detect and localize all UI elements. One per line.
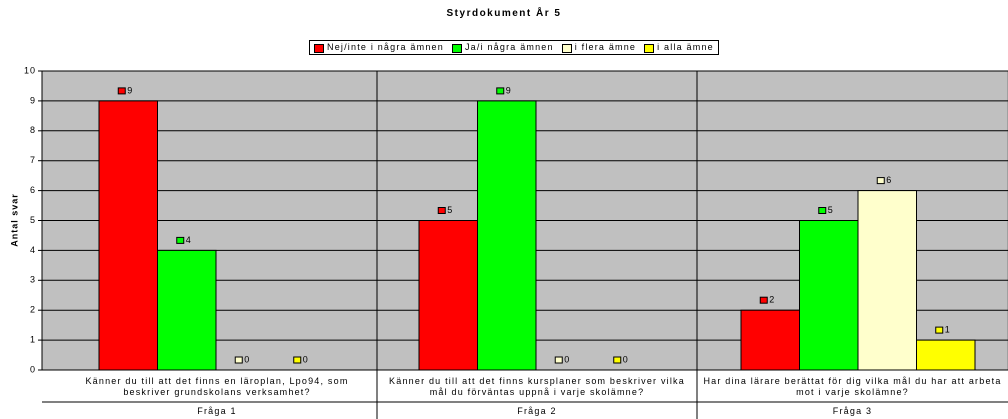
y-tick-label: 5 [30, 215, 36, 225]
value-label-key [818, 207, 827, 214]
value-label: 0 [303, 354, 309, 364]
value-label-key [496, 87, 505, 95]
value-label-key [876, 177, 885, 185]
x-tick-label: Känner du till att det finns kursplaner … [389, 376, 685, 397]
bar [740, 309, 800, 371]
value-label: 0 [244, 354, 250, 364]
bar [799, 220, 859, 371]
value-label: 1 [945, 324, 951, 334]
value-label: 5 [447, 205, 453, 215]
value-label-key [613, 356, 622, 364]
legend-label: Ja/i några ämnen [464, 42, 554, 53]
chart-title: Styrdokument År 5 [446, 8, 562, 19]
x-group-label: Fråga 1 [197, 406, 237, 416]
value-label-key [935, 326, 944, 334]
y-tick-label: 9 [30, 95, 36, 105]
value-label: 9 [127, 85, 133, 95]
y-tick-label: 3 [30, 275, 36, 285]
x-group-label: Fråga 2 [517, 406, 557, 416]
value-label: 0 [623, 354, 629, 364]
value-label-key [759, 296, 768, 304]
legend-item: Nej/inte i några ämnen [314, 42, 444, 53]
value-label: 5 [828, 205, 834, 215]
y-tick-label: 4 [30, 245, 36, 255]
bar [98, 100, 158, 371]
y-tick-label: 0 [30, 364, 36, 374]
x-tick-label: Känner du till att det finns en läroplan… [85, 376, 349, 397]
legend-item: i alla ämne [644, 42, 714, 53]
value-label: 2 [769, 295, 775, 305]
value-label: 9 [506, 85, 512, 95]
bar [477, 100, 537, 371]
value-label-key [234, 356, 243, 364]
legend-key [561, 43, 572, 53]
legend-key [451, 43, 462, 53]
value-label-key [554, 356, 563, 364]
y-axis-label: Antal svar [9, 193, 19, 247]
value-label: 0 [564, 354, 570, 364]
y-tick-label: 1 [30, 334, 36, 344]
legend-label: i flera ämne [574, 42, 637, 53]
legend-key [314, 43, 324, 53]
value-label: 4 [186, 235, 192, 245]
value-label: 6 [886, 175, 892, 185]
y-tick-label: 10 [24, 65, 36, 75]
bar [418, 220, 478, 371]
value-label-key [437, 207, 446, 214]
bar [857, 190, 917, 371]
y-tick-label: 7 [30, 155, 36, 165]
value-label-key [117, 87, 126, 95]
value-label-key [293, 356, 302, 364]
legend: Nej/inte i några ämnen Ja/i några ämnen i … [309, 40, 719, 55]
legend-label: i alla ämne [657, 42, 714, 53]
legend-item: Ja/i några ämnen [451, 42, 554, 53]
y-tick-label: 8 [30, 125, 36, 135]
value-label-key [176, 236, 185, 244]
y-tick-label: 6 [30, 185, 36, 195]
x-group-label: Fråga 3 [832, 406, 873, 416]
bar [157, 249, 217, 371]
legend-key [644, 43, 655, 53]
legend-label: Nej/inte i några ämnen [327, 42, 444, 53]
bar [916, 339, 976, 371]
x-tick-label: Har dina lärare berättat för dig vilka m… [703, 376, 1002, 397]
legend-item: i flera ämne [561, 42, 637, 53]
y-tick-label: 2 [30, 305, 36, 315]
